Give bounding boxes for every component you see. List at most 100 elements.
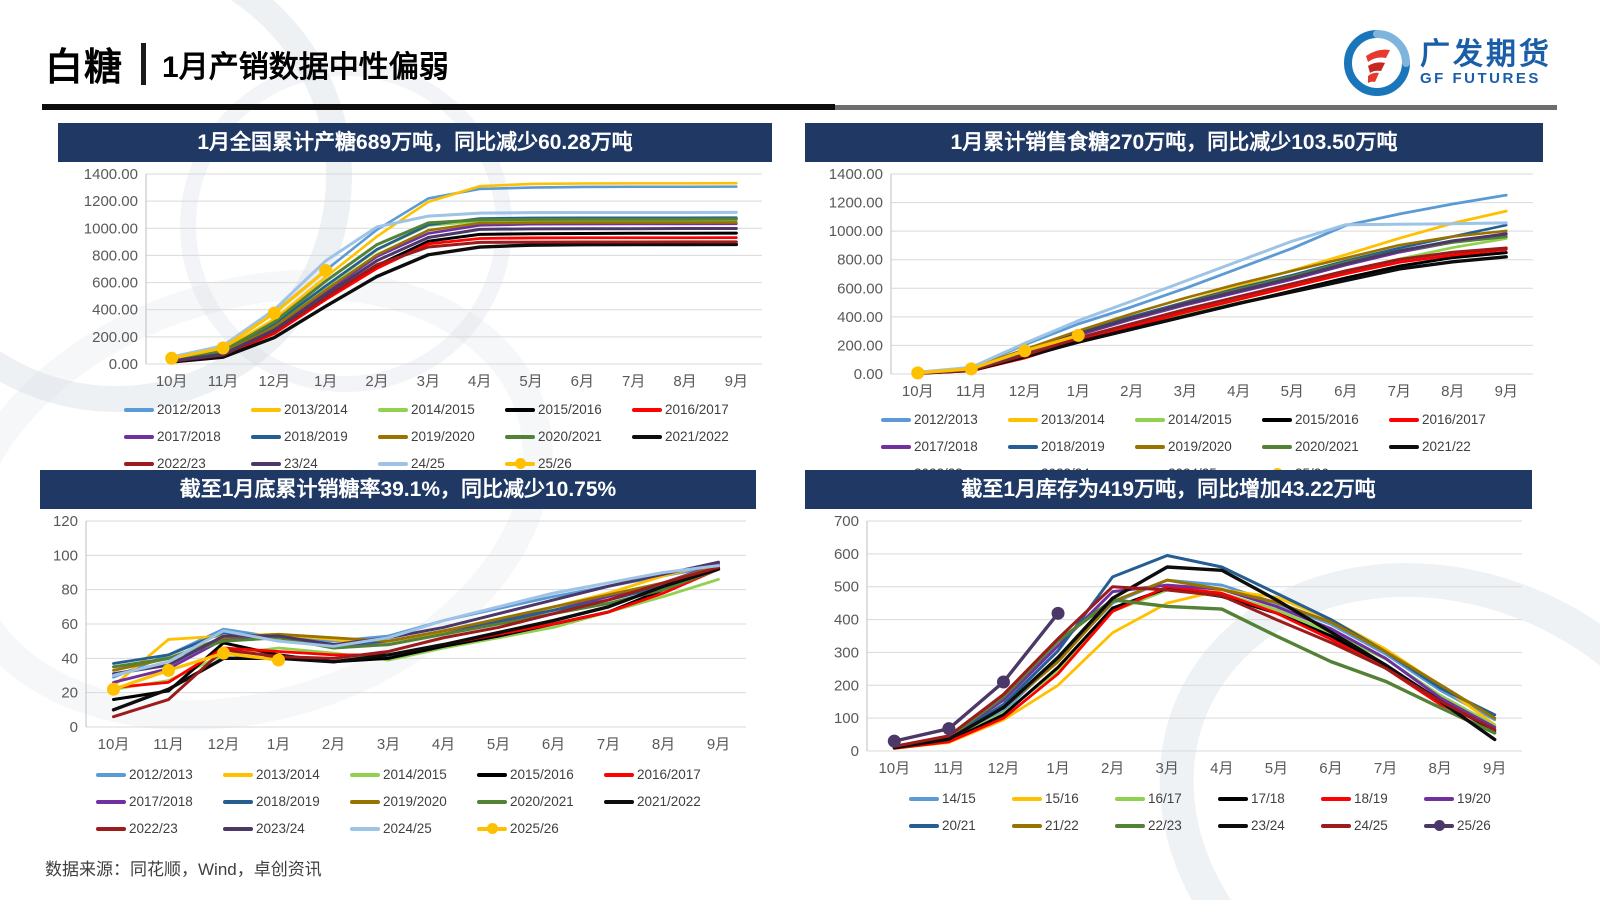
data-source-note: 数据来源：同花顺，Wind，卓创资讯 [45,860,322,879]
legend-label: 2022/23 [157,456,206,471]
legend-label: 15/16 [1045,791,1079,806]
chart-panel-inventory: 截至1月库存为419万吨，同比增加43.22万吨 0 100 200 300 400 50… [805,470,1532,839]
legend-label: 2019/2020 [411,429,475,444]
svg-text:400.00: 400.00 [837,309,883,326]
svg-text:1000.00: 1000.00 [84,220,138,237]
page-header: 白糖 1月产销数据中性偏弱 [45,36,449,91]
legend-swatch-line [96,772,126,777]
legend-label: 2017/2018 [914,439,978,454]
svg-text:5月: 5月 [1265,760,1288,777]
svg-text:2月: 2月 [1101,760,1124,777]
legend-item: 2012/2013 [881,406,1008,433]
legend-swatch-line [350,772,380,777]
legend-label: 2022/23 [129,821,178,836]
legend-item: 2020/2021 [505,423,632,450]
svg-text:40: 40 [61,650,78,667]
svg-text:9月: 9月 [707,736,730,753]
svg-text:11月: 11月 [934,760,965,777]
legend-swatch-line [124,434,154,439]
legend-label: 2021/2022 [637,794,701,809]
svg-text:600: 600 [834,546,859,563]
legend-item: 2019/2020 [1135,433,1262,460]
legend-swatch-line [505,434,535,439]
svg-text:200.00: 200.00 [837,337,883,354]
legend-item: 2019/2020 [350,788,477,815]
legend-label: 2020/2021 [538,429,602,444]
svg-text:10月: 10月 [878,760,910,777]
legend-label: 2021/2022 [665,429,729,444]
page-title-subtitle: 1月产销数据中性偏弱 [162,50,449,84]
svg-text:200.00: 200.00 [92,329,138,346]
legend-item: 2012/2013 [124,396,251,423]
svg-text:3月: 3月 [1156,760,1179,777]
legend-swatch-line [477,799,507,804]
svg-text:700: 700 [834,513,859,530]
logo-chinese-name: 广发期货 [1420,38,1552,72]
svg-text:0.00: 0.00 [854,366,883,383]
legend-swatch-line [378,407,408,412]
legend-label: 2017/2018 [157,429,221,444]
legend-swatch-line [632,434,662,439]
legend-label: 2021/22 [1422,439,1471,454]
chart-title-inventory: 截至1月库存为419万吨，同比增加43.22万吨 [805,470,1532,509]
legend-item: 2024/25 [350,815,477,842]
chart-title-production: 1月全国累计产糖689万吨，同比减少60.28万吨 [58,123,772,162]
chart-panel-sales: 1月累计销售食糖270万吨，同比减少103.50万吨 0.00 200.00 400… [805,123,1543,487]
legend-swatch-line [1424,820,1454,831]
legend-item: 23/24 [251,450,378,477]
legend-sales-rate: 2012/2013 2013/2014 2014/2015 2015/2016 2016… [40,761,756,842]
legend-swatch-line [124,461,154,466]
legend-item: 20/21 [909,812,1012,839]
legend-item: 19/20 [1424,785,1527,812]
svg-text:0: 0 [851,743,859,760]
legend-sales: 2012/2013 2013/2014 2014/2015 2015/2016 2016… [805,406,1543,487]
legend-item: 2018/2019 [223,788,350,815]
legend-label: 2018/2019 [1041,439,1105,454]
legend-item: 16/17 [1115,785,1218,812]
legend-swatch-line [909,823,939,828]
legend-swatch-line [1218,823,1248,828]
legend-swatch-marker [515,458,526,469]
legend-item: 2017/2018 [96,788,223,815]
svg-text:600.00: 600.00 [837,280,883,297]
legend-label: 2018/2019 [284,429,348,444]
legend-swatch-line [1262,417,1292,422]
svg-text:4月: 4月 [1210,760,1233,777]
legend-swatch-line [881,417,911,422]
legend-swatch-line [223,799,253,804]
legend-production: 2012/2013 2013/2014 2014/2015 2015/2016 2016… [58,396,772,477]
legend-swatch-line [1135,417,1165,422]
legend-label: 2015/2016 [538,402,602,417]
legend-item: 2014/2015 [350,761,477,788]
legend-swatch-line [251,407,281,412]
legend-item: 2015/2016 [477,761,604,788]
chart-panel-sales-rate: 截至1月底累计销糖率39.1%，同比减少10.75% 0 20 40 60 80 100 1… [40,470,756,842]
legend-swatch-line [1218,796,1248,801]
legend-item: 2017/2018 [881,433,1008,460]
legend-label: 25/26 [1457,818,1491,833]
legend-item: 2022/23 [96,815,223,842]
svg-text:1月: 1月 [267,736,290,753]
svg-text:6月: 6月 [571,373,594,390]
legend-swatch-marker [487,823,498,834]
legend-item: 2021/2022 [604,788,731,815]
legend-item: 24/25 [1321,812,1424,839]
legend-swatch-marker [1434,820,1445,831]
legend-item: 2016/2017 [604,761,731,788]
line-chart-sales-rate: 0 20 40 60 80 100 120 10月 11月 12月 1月 2月 3月 4月 5月 6月 7月 8月… [53,513,746,753]
legend-item: 22/23 [1115,812,1218,839]
svg-text:80: 80 [61,582,78,599]
svg-text:200: 200 [834,677,859,694]
svg-text:300: 300 [834,644,859,661]
svg-text:6月: 6月 [542,736,565,753]
legend-swatch-line [1008,444,1038,449]
svg-text:1月: 1月 [1046,760,1069,777]
legend-item: 24/25 [378,450,505,477]
chart-title-sales-rate: 截至1月底累计销糖率39.1%，同比减少10.75% [40,470,756,509]
legend-label: 2014/2015 [1168,412,1232,427]
legend-label: 2020/2021 [1295,439,1359,454]
legend-item: 2013/2014 [223,761,350,788]
svg-text:1000.00: 1000.00 [829,223,883,240]
legend-swatch-line [124,407,154,412]
legend-label: 2016/2017 [665,402,729,417]
